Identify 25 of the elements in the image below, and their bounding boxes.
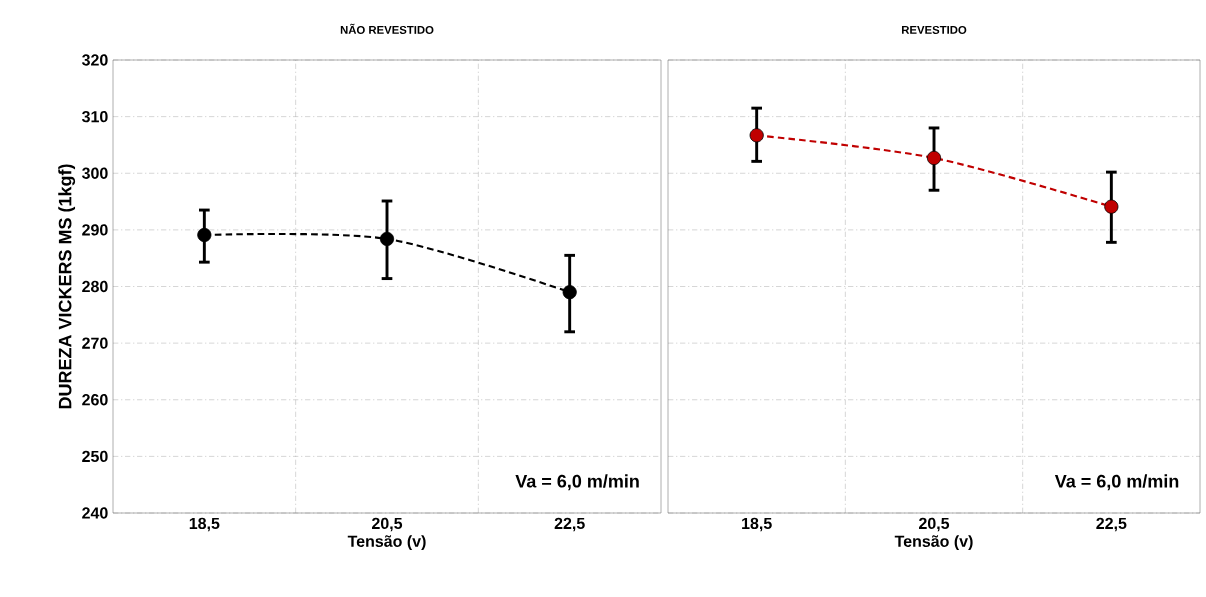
x-tick-label: 18,5 [189, 517, 220, 532]
point [379, 231, 395, 246]
y-tick-label: 250 [82, 450, 108, 463]
point [197, 227, 212, 243]
y-tick-label: 320 [81, 54, 108, 66]
chart-title: REVESTIDO [902, 25, 967, 34]
x-tick-label: 18,5 [742, 517, 772, 532]
x-tick-label: 22,5 [1096, 517, 1127, 532]
point [562, 285, 577, 300]
y-tick-label: 300 [81, 167, 108, 179]
annotation: Va = 6,0 m/min [1054, 474, 1179, 491]
annotation: Va = 6,0 m/min [515, 474, 639, 491]
y-tick-label: 280 [82, 280, 108, 293]
y-tick-label: 290 [82, 224, 108, 236]
x-tick-label: 22,5 [554, 517, 585, 532]
y-axis-title: DUREZA VICKERS MS (1kgf) [58, 164, 76, 409]
y-tick-label: 240 [82, 507, 108, 519]
chart-title: NÃO REVESTIDO [340, 23, 434, 34]
x-axis-title: Tensão (v) [347, 535, 426, 551]
y-tick-label: 260 [82, 394, 108, 406]
x-tick-label: 20,5 [372, 517, 403, 532]
x-axis-title: Tensão (v) [894, 535, 973, 551]
y-tick-label: 310 [81, 110, 108, 123]
x-tick-label: 20,5 [919, 517, 950, 532]
y-tick-label: 270 [82, 337, 108, 349]
